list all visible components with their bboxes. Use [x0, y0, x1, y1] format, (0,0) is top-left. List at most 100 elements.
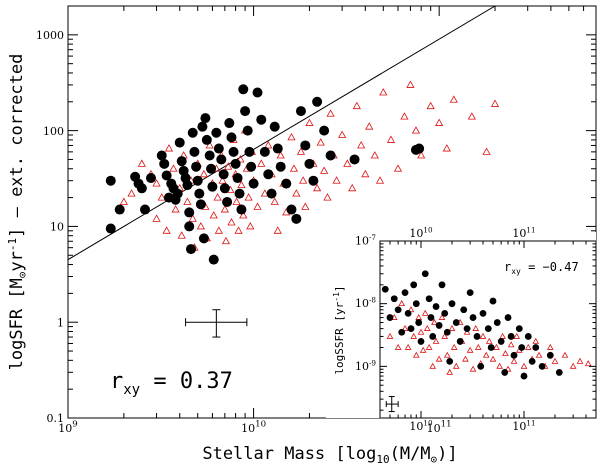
inset-y-axis-title: logSSFR [yr-1]	[332, 285, 346, 374]
data-point-circle	[477, 362, 485, 370]
data-point-circle	[507, 333, 515, 340]
data-point-circle	[263, 169, 274, 180]
data-point-triangle	[177, 231, 186, 239]
data-point-triangle	[236, 155, 245, 163]
data-point-triangle	[410, 332, 418, 339]
data-point-triangle	[289, 164, 299, 172]
data-point-circle	[248, 178, 259, 189]
data-point-triangle	[576, 357, 584, 364]
data-point-triangle	[466, 346, 474, 353]
data-point-circle	[266, 188, 277, 199]
data-point-circle	[515, 325, 523, 333]
data-point-circle	[184, 207, 195, 218]
data-point-triangle	[183, 197, 192, 205]
data-point-circle	[105, 175, 116, 186]
data-point-circle	[300, 140, 311, 151]
data-point-circle	[259, 146, 270, 157]
data-point-triangle	[357, 141, 366, 149]
data-point-triangle	[393, 164, 403, 172]
data-point-circle	[216, 154, 227, 165]
y-tick-label: 10-9	[355, 358, 376, 373]
main-correlation-label: rxy = 0.37	[110, 369, 233, 398]
data-point-triangle	[227, 218, 236, 226]
data-point-triangle	[296, 147, 306, 155]
data-point-circle	[546, 351, 554, 359]
data-point-circle	[213, 143, 224, 154]
data-point-triangle	[489, 355, 497, 362]
data-point-triangle	[510, 357, 518, 364]
data-point-circle	[429, 333, 437, 340]
data-point-circle	[532, 344, 540, 351]
data-point-triangle	[352, 101, 361, 110]
data-point-triangle	[287, 132, 296, 141]
data-point-triangle	[270, 197, 279, 205]
data-point-triangle	[221, 236, 231, 245]
data-point-circle	[448, 300, 456, 308]
x-axis-title: Stellar Mass [log10(M/M⊙)]	[202, 444, 457, 466]
data-point-triangle	[232, 197, 241, 205]
data-point-triangle	[316, 138, 325, 146]
data-point-triangle	[449, 95, 458, 103]
data-point-circle	[528, 357, 536, 365]
data-point-circle	[252, 87, 263, 98]
data-point-triangle	[164, 144, 174, 152]
data-point-triangle	[443, 351, 451, 358]
data-point-triangle	[425, 343, 433, 350]
data-point-triangle	[394, 343, 402, 350]
data-point-circle	[404, 309, 412, 317]
data-point-circle	[174, 137, 185, 148]
data-point-circle	[145, 173, 156, 184]
data-point-circle	[244, 146, 255, 157]
data-point-triangle	[546, 343, 554, 350]
data-point-triangle	[417, 151, 426, 159]
data-point-triangle	[299, 176, 308, 184]
data-point-circle	[435, 322, 443, 329]
data-point-circle	[421, 270, 429, 278]
data-point-circle	[184, 221, 195, 232]
data-point-circle	[224, 118, 235, 129]
data-point-triangle	[343, 159, 352, 167]
data-point-triangle	[152, 179, 161, 187]
data-point-triangle	[332, 176, 341, 184]
data-point-circle	[415, 319, 423, 326]
data-point-triangle	[375, 176, 385, 184]
data-point-triangle	[246, 221, 255, 230]
data-point-triangle	[404, 343, 412, 350]
data-point-triangle	[264, 141, 273, 149]
data-point-circle	[194, 188, 205, 199]
data-point-circle	[446, 357, 454, 365]
data-point-triangle	[426, 101, 435, 110]
data-point-triangle	[438, 313, 446, 320]
data-point-triangle	[157, 193, 166, 201]
data-point-triangle	[423, 325, 431, 331]
data-point-circle	[272, 143, 283, 154]
data-point-triangle	[273, 226, 282, 234]
data-point-circle	[234, 188, 245, 199]
data-point-circle	[211, 127, 222, 138]
data-point-triangle	[532, 337, 540, 344]
data-point-circle	[479, 309, 487, 317]
data-point-triangle	[431, 318, 438, 325]
y-tick-label: 10-7	[355, 233, 376, 248]
data-point-triangle	[348, 183, 357, 192]
data-point-circle	[187, 127, 198, 138]
data-point-triangle	[441, 332, 449, 339]
data-point-circle	[236, 204, 247, 215]
data-point-circle	[189, 146, 200, 157]
data-point-circle	[518, 344, 526, 351]
data-point-circle	[466, 289, 474, 297]
data-point-circle	[246, 161, 257, 172]
data-point-circle	[390, 295, 398, 303]
data-point-circle	[156, 150, 167, 161]
data-point-circle	[219, 183, 230, 194]
data-point-circle	[304, 158, 315, 169]
data-point-circle	[463, 325, 471, 333]
data-point-circle	[218, 169, 229, 180]
data-point-circle	[427, 314, 435, 321]
data-point-circle	[438, 281, 446, 289]
y-tick-label: 1	[57, 316, 64, 329]
data-point-triangle	[435, 118, 444, 126]
